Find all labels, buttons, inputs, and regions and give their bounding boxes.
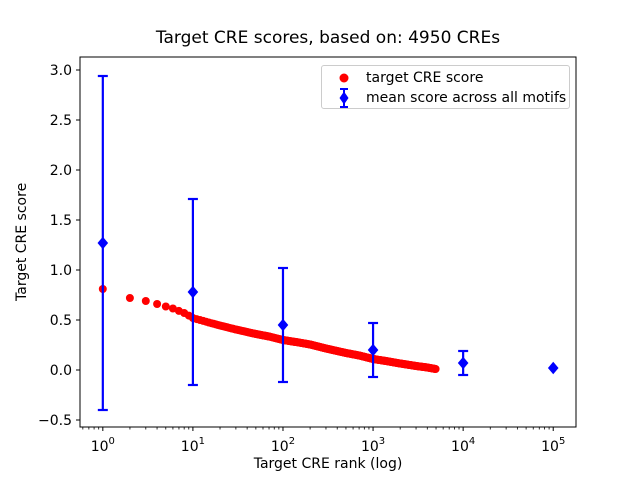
svg-text:101: 101 <box>181 436 205 455</box>
legend-item-label: target CRE score <box>366 70 484 86</box>
legend-errorbar-marker-icon <box>322 87 366 109</box>
svg-text:100: 100 <box>91 436 115 455</box>
svg-text:102: 102 <box>271 436 295 455</box>
legend: target CRE score mean score across all m… <box>321 65 570 109</box>
legend-item-label: mean score across all motifs <box>366 90 567 106</box>
svg-text:105: 105 <box>541 436 565 455</box>
svg-text:0.0: 0.0 <box>50 363 72 379</box>
chart-title: Target CRE scores, based on: 4950 CREs <box>155 28 501 48</box>
legend-item-mean-score: mean score across all motifs <box>322 88 569 108</box>
svg-text:104: 104 <box>451 436 475 455</box>
svg-text:103: 103 <box>361 436 385 455</box>
svg-text:0.5: 0.5 <box>50 313 72 329</box>
x-axis-label: Target CRE rank (log) <box>253 456 403 472</box>
svg-text:2.0: 2.0 <box>50 163 72 179</box>
svg-text:1.0: 1.0 <box>50 263 72 279</box>
svg-text:3.0: 3.0 <box>50 63 72 79</box>
legend-item-target-cre-score: target CRE score <box>322 68 569 88</box>
svg-text:2.5: 2.5 <box>50 113 72 129</box>
legend-circle-marker-icon <box>322 68 366 88</box>
svg-text:1.5: 1.5 <box>50 213 72 229</box>
svg-text:−0.5: −0.5 <box>38 413 72 429</box>
